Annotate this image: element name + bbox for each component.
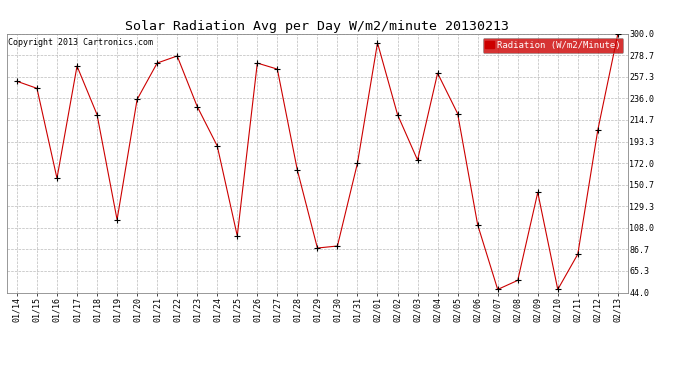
Text: Copyright 2013 Cartronics.com: Copyright 2013 Cartronics.com xyxy=(8,38,152,46)
Legend: Radiation (W/m2/Minute): Radiation (W/m2/Minute) xyxy=(482,38,623,53)
Title: Solar Radiation Avg per Day W/m2/minute 20130213: Solar Radiation Avg per Day W/m2/minute … xyxy=(126,20,509,33)
